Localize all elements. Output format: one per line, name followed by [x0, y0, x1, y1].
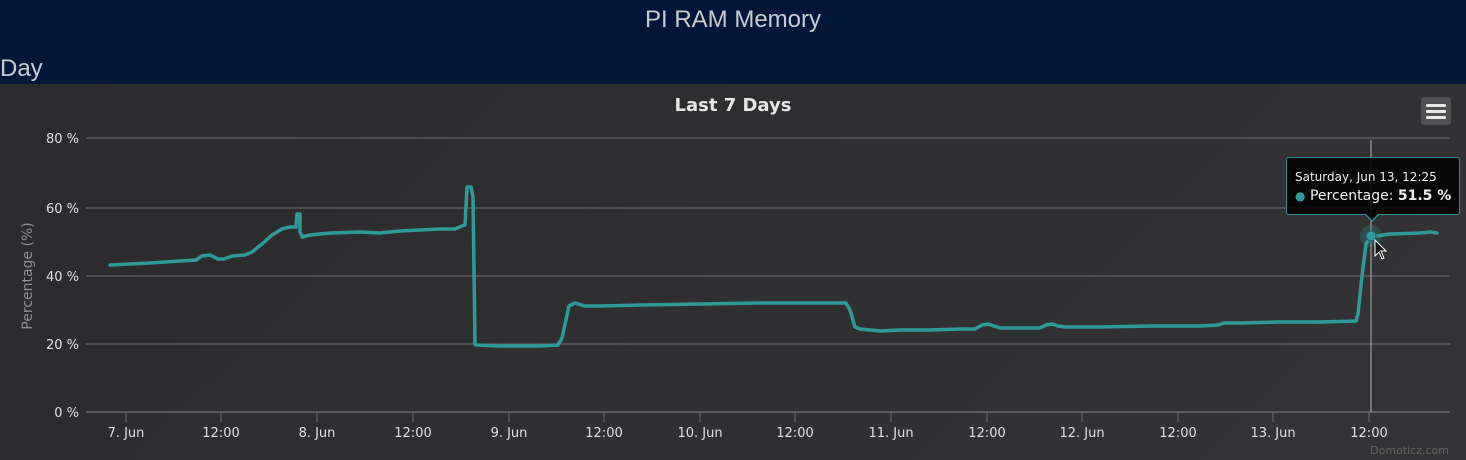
hamburger-menu-icon — [1426, 104, 1446, 107]
chart-svg: 80 % 60 % 40 % 20 % 0 % Percentage (%) 7… — [20, 132, 1450, 457]
credits-link[interactable]: Domoticz.com — [1370, 444, 1449, 457]
tooltip-value: 51.5 % — [1397, 188, 1452, 204]
y-tick-0: 0 % — [54, 406, 79, 421]
tooltip-label: Percentage: — [1309, 188, 1398, 204]
hover-marker[interactable] — [1365, 230, 1377, 242]
series-line-percentage[interactable] — [108, 185, 1439, 348]
y-tick-60: 60 % — [46, 202, 79, 217]
x-tick-label: 9. Jun — [491, 426, 528, 441]
x-tick-label: 12:00 — [202, 426, 239, 441]
y-tick-20: 20 % — [46, 338, 79, 353]
chart-title: Last 7 Days — [674, 95, 792, 116]
x-tick-label: 8. Jun — [299, 426, 336, 441]
x-tick-label: 12:00 — [394, 426, 431, 441]
y-tick-40: 40 % — [46, 270, 79, 285]
x-tick-label: 10. Jun — [677, 426, 722, 441]
tooltip-row: ● Percentage: 51.5 % — [1295, 188, 1451, 204]
x-tick-label: 11. Jun — [868, 426, 913, 441]
x-tick-label: 12:00 — [585, 426, 622, 441]
x-tick-label: 12:00 — [1350, 426, 1387, 441]
section-label-day: Day — [0, 55, 43, 82]
tooltip-pointer-inner — [1365, 213, 1379, 220]
x-ticks — [125, 412, 1370, 422]
x-tick-label: 12. Jun — [1059, 426, 1104, 441]
series-dot-icon: ● — [1295, 189, 1306, 203]
hamburger-menu-icon — [1426, 110, 1446, 113]
page-title: PI RAM Memory — [644, 6, 821, 33]
y-gridlines — [86, 137, 1450, 413]
chart-tooltip: Saturday, Jun 13, 12:25 ● Percentage: 51… — [1286, 157, 1460, 215]
tooltip-date: Saturday, Jun 13, 12:25 — [1295, 170, 1437, 184]
x-tick-label: 13. Jun — [1250, 426, 1295, 441]
y-axis-labels: 80 % 60 % 40 % 20 % 0 % — [46, 132, 79, 421]
y-axis-title: Percentage (%) — [20, 222, 36, 329]
x-tick-label: 12:00 — [1159, 426, 1196, 441]
mouse-cursor-icon — [1374, 238, 1388, 260]
y-tick-80: 80 % — [46, 132, 79, 147]
chart-context-menu-button[interactable] — [1421, 97, 1451, 125]
chart-panel: 80 % 60 % 40 % 20 % 0 % Percentage (%) 7… — [0, 84, 1466, 460]
x-tick-label: 12:00 — [776, 426, 813, 441]
hamburger-menu-icon — [1426, 116, 1446, 119]
x-axis-labels: 7. Jun 12:00 8. Jun 12:00 9. Jun 12:00 1… — [108, 426, 1388, 441]
x-tick-label: 12:00 — [968, 426, 1005, 441]
x-tick-label: 7. Jun — [108, 426, 145, 441]
